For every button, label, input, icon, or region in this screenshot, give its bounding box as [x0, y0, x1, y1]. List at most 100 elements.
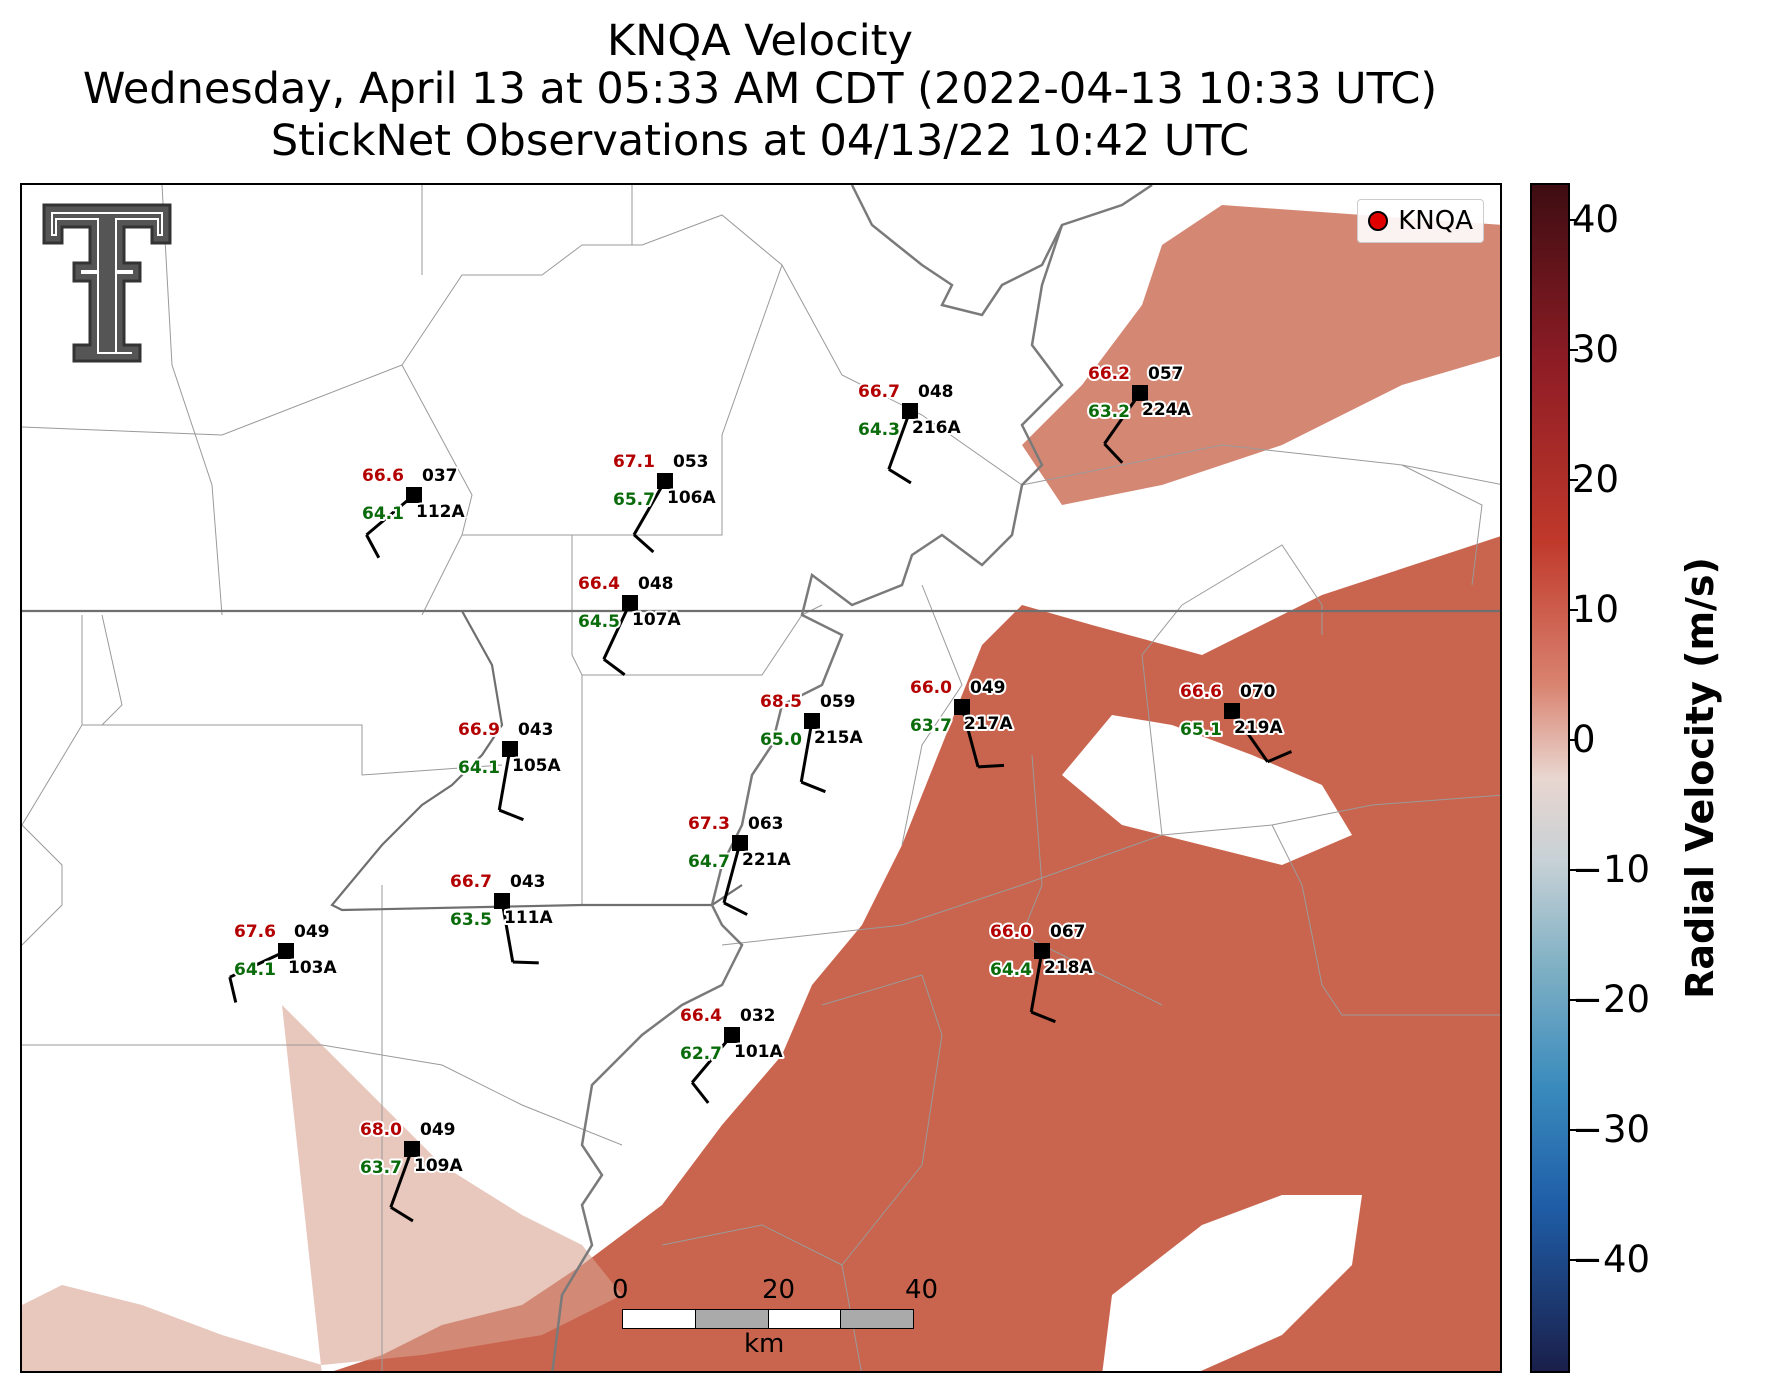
wind-barb-flag: [365, 534, 381, 559]
station-wind-id: 063: [748, 814, 784, 834]
station-224A[interactable]: 66.2 057 63.2 224A: [1086, 362, 1193, 464]
station-105A[interactable]: 66.9 043 64.1 105A: [456, 718, 563, 822]
wind-barb-flag: [512, 960, 539, 965]
wind-barb-staff: [887, 410, 912, 470]
scale-bar: 0 20 40 km: [612, 1275, 938, 1359]
wind-barb-flag: [723, 901, 748, 916]
colorbar-tick: 30: [1567, 328, 1620, 371]
station-marker: [502, 741, 518, 757]
wind-barb-flag: [1030, 1010, 1056, 1024]
station-217A[interactable]: 66.0 049 63.7 217A: [908, 676, 1015, 769]
radar-echo-southwest: [22, 1005, 622, 1371]
wind-barb-staff: [632, 480, 667, 536]
state-borders: [22, 609, 1500, 912]
station-temperature: 67.3: [688, 814, 730, 834]
county-lines: [22, 185, 1500, 1371]
station-wind-id: 049: [420, 1120, 456, 1140]
station-temperature: 66.7: [450, 872, 492, 892]
station-marker: [954, 699, 970, 715]
station-wind-id: 070: [1240, 682, 1276, 702]
scale-tick-0: 0: [612, 1275, 629, 1305]
station-dewpoint: 65.1: [1180, 720, 1222, 740]
station-106A[interactable]: 67.1 053 65.7 106A: [611, 450, 718, 554]
station-name: 224A: [1142, 400, 1191, 420]
station-dewpoint: 64.5: [578, 612, 620, 632]
station-temperature: 66.0: [910, 678, 952, 698]
station-marker: [804, 713, 820, 729]
station-112A[interactable]: 66.6 037 64.1 112A: [360, 464, 467, 559]
wind-barb-flag: [888, 467, 912, 485]
station-111A[interactable]: 66.7 043 63.5 111A: [448, 870, 555, 965]
station-marker: [1034, 943, 1050, 959]
wind-barb-flag: [390, 1205, 414, 1223]
wind-barb-flag: [690, 1081, 710, 1104]
colorbar-tick: −30: [1567, 1108, 1651, 1151]
station-temperature: 66.4: [680, 1006, 722, 1026]
station-temperature: 67.1: [613, 452, 655, 472]
station-dewpoint: 63.2: [1088, 402, 1130, 422]
station-marker: [406, 487, 422, 503]
station-101A[interactable]: 66.4 032 62.7 101A: [678, 1004, 785, 1104]
radar-map[interactable]: 66.6 037 64.1 112A 67.1 053 65.7 106A 66.7 048 64.…: [20, 183, 1502, 1373]
legend-label: KNQA: [1398, 206, 1473, 236]
station-dewpoint: 63.5: [450, 910, 492, 930]
university-logo: [40, 203, 174, 363]
station-215A[interactable]: 68.5 059 65.0 215A: [758, 690, 865, 794]
title-line-1: KNQA Velocity: [607, 16, 913, 66]
stations-layer: 66.6 037 64.1 112A 67.1 053 65.7 106A 66.7 048 64.…: [228, 362, 1293, 1223]
station-temperature: 66.4: [578, 574, 620, 594]
station-wind-id: 059: [820, 692, 856, 712]
station-temperature: 66.0: [990, 922, 1032, 942]
station-name: 217A: [964, 714, 1013, 734]
station-wind-id: 048: [918, 382, 954, 402]
station-marker: [1224, 703, 1240, 719]
station-name: 103A: [288, 958, 337, 978]
station-name: 106A: [667, 488, 716, 508]
station-103A[interactable]: 67.6 049 64.1 103A: [228, 920, 339, 1003]
wind-barb-staff: [1029, 950, 1044, 1013]
station-marker: [278, 943, 294, 959]
station-dewpoint: 64.1: [234, 960, 276, 980]
wind-barb-staff: [1230, 710, 1269, 763]
station-name: 107A: [632, 610, 681, 630]
colorbar-tick: 40: [1567, 198, 1620, 241]
station-name: 101A: [734, 1042, 783, 1062]
wind-barb-staff: [497, 748, 512, 811]
wind-barb-staff: [500, 900, 515, 963]
station-wind-id: 043: [518, 720, 554, 740]
wind-barb-staff: [389, 1148, 414, 1208]
colorbar-tick: −40: [1567, 1238, 1651, 1281]
station-name: 109A: [414, 1156, 463, 1176]
station-216A[interactable]: 66.7 048 64.3 216A: [856, 380, 963, 485]
colorbar-label: Radial Velocity (m/s): [1678, 557, 1722, 999]
station-marker: [1132, 385, 1148, 401]
station-107A[interactable]: 66.4 048 64.5 107A: [576, 572, 683, 676]
wind-barb-staff: [229, 949, 287, 979]
wind-barb-flag: [228, 976, 238, 1003]
station-dewpoint: 64.3: [858, 420, 900, 440]
station-dewpoint: 64.4: [990, 960, 1032, 980]
wind-barb-staff: [799, 720, 814, 783]
station-wind-id: 049: [970, 678, 1006, 698]
scale-unit: km: [744, 1329, 785, 1359]
station-dewpoint: 65.0: [760, 730, 802, 750]
station-marker: [494, 893, 510, 909]
station-temperature: 66.9: [458, 720, 500, 740]
station-wind-id: 048: [638, 574, 674, 594]
station-219A[interactable]: 66.6 070 65.1 219A: [1178, 680, 1293, 764]
scale-bar-segments: [622, 1309, 914, 1329]
station-218A[interactable]: 66.0 067 64.4 218A: [988, 920, 1095, 1024]
station-temperature: 66.7: [858, 382, 900, 402]
wind-barb-staff: [960, 706, 980, 768]
wind-barb-staff: [602, 602, 632, 660]
station-wind-id: 049: [294, 922, 330, 942]
station-dewpoint: 64.7: [688, 852, 730, 872]
station-marker: [622, 595, 638, 611]
radar-echo-gap: [1062, 715, 1352, 865]
station-wind-id: 057: [1148, 364, 1184, 384]
station-221A[interactable]: 67.3 063 64.7 221A: [686, 812, 793, 916]
radar-echo-layer: [22, 205, 1500, 1371]
colorbar-tick: −20: [1567, 978, 1651, 1021]
station-name: 111A: [504, 908, 553, 928]
station-109A[interactable]: 68.0 049 63.7 109A: [358, 1118, 465, 1223]
